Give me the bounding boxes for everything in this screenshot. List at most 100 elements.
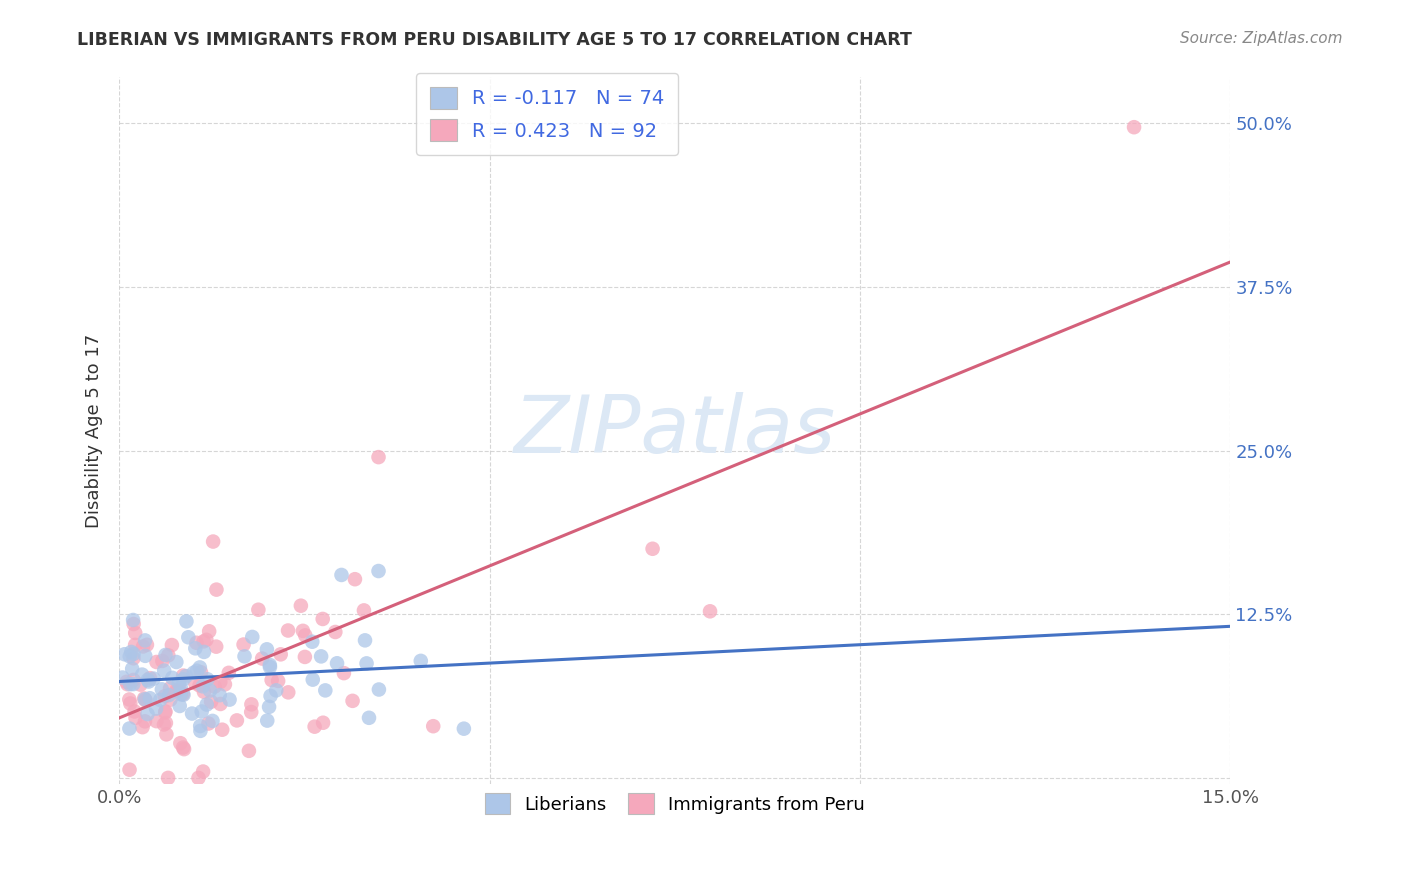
Point	[117, 677, 139, 691]
Point	[176, 615, 198, 629]
Point	[153, 706, 176, 720]
Point	[139, 671, 162, 685]
Point	[157, 771, 180, 785]
Point	[270, 648, 292, 662]
Point	[211, 723, 233, 737]
Point	[240, 698, 263, 712]
Point	[170, 681, 193, 695]
Point	[209, 697, 232, 711]
Point	[135, 693, 157, 707]
Point	[409, 654, 432, 668]
Point	[204, 680, 226, 694]
Point	[367, 450, 389, 464]
Point	[326, 657, 349, 671]
Point	[342, 694, 364, 708]
Point	[202, 534, 225, 549]
Point	[191, 679, 214, 693]
Point	[312, 715, 335, 730]
Point	[257, 699, 280, 714]
Point	[190, 705, 212, 719]
Point	[120, 677, 142, 691]
Point	[214, 677, 236, 691]
Legend: Liberians, Immigrants from Peru: Liberians, Immigrants from Peru	[474, 782, 876, 825]
Point	[187, 771, 209, 785]
Point	[183, 665, 205, 680]
Text: LIBERIAN VS IMMIGRANTS FROM PERU DISABILITY AGE 5 TO 17 CORRELATION CHART: LIBERIAN VS IMMIGRANTS FROM PERU DISABIL…	[77, 31, 912, 49]
Point	[134, 648, 156, 663]
Point	[184, 641, 207, 656]
Point	[121, 662, 143, 676]
Point	[323, 625, 346, 640]
Point	[294, 628, 316, 642]
Point	[260, 673, 283, 687]
Point	[256, 714, 278, 728]
Point	[256, 642, 278, 657]
Point	[134, 691, 156, 706]
Point	[218, 665, 240, 680]
Point	[142, 672, 165, 686]
Point	[124, 705, 146, 719]
Point	[120, 697, 142, 711]
Point	[232, 638, 254, 652]
Point	[122, 651, 145, 665]
Point	[169, 682, 191, 697]
Point	[129, 678, 152, 692]
Point	[309, 649, 332, 664]
Point	[145, 701, 167, 715]
Point	[201, 714, 224, 728]
Point	[357, 711, 380, 725]
Point	[131, 667, 153, 681]
Point	[193, 685, 215, 699]
Point	[238, 744, 260, 758]
Point	[172, 740, 194, 755]
Point	[301, 634, 323, 648]
Point	[240, 705, 263, 719]
Point	[155, 705, 177, 719]
Point	[122, 613, 145, 627]
Point	[367, 564, 389, 578]
Point	[314, 683, 336, 698]
Point	[195, 698, 218, 712]
Point	[356, 657, 378, 671]
Point	[153, 690, 176, 704]
Point	[301, 673, 323, 687]
Point	[136, 673, 159, 687]
Point	[131, 720, 153, 734]
Point	[290, 599, 312, 613]
Point	[259, 660, 281, 674]
Point	[191, 764, 214, 779]
Point	[115, 674, 138, 689]
Point	[699, 604, 721, 618]
Point	[641, 541, 664, 556]
Point	[124, 638, 146, 652]
Point	[157, 688, 180, 702]
Point	[145, 655, 167, 669]
Point	[181, 706, 204, 721]
Point	[170, 687, 193, 701]
Text: ZIPatlas: ZIPatlas	[513, 392, 837, 470]
Point	[139, 691, 162, 706]
Point	[157, 648, 180, 663]
Point	[294, 649, 316, 664]
Point	[118, 722, 141, 736]
Point	[172, 668, 194, 682]
Point	[120, 645, 142, 659]
Point	[159, 681, 181, 696]
Point	[177, 630, 200, 644]
Point	[330, 568, 353, 582]
Point	[198, 624, 221, 639]
Point	[145, 714, 167, 728]
Text: Source: ZipAtlas.com: Source: ZipAtlas.com	[1180, 31, 1343, 46]
Point	[353, 603, 375, 617]
Point	[149, 693, 172, 707]
Point	[304, 720, 326, 734]
Point	[136, 707, 159, 722]
Point	[172, 687, 194, 701]
Point	[118, 649, 141, 664]
Point	[277, 685, 299, 699]
Point	[205, 640, 228, 654]
Point	[114, 647, 136, 661]
Point	[200, 695, 222, 709]
Y-axis label: Disability Age 5 to 17: Disability Age 5 to 17	[86, 334, 103, 528]
Point	[333, 666, 356, 681]
